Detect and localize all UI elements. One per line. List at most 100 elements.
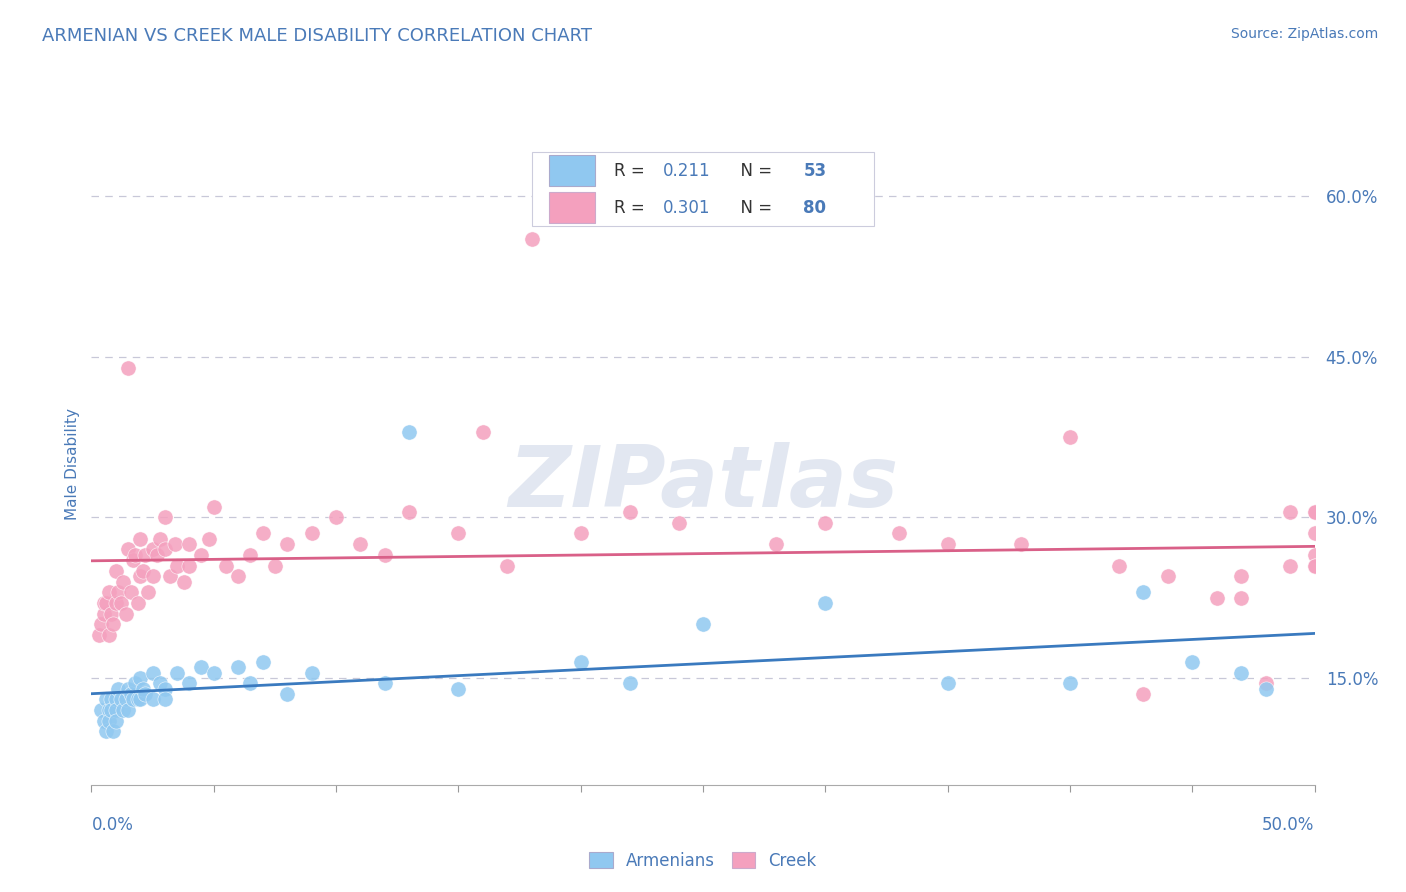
Point bbox=[1303, 505, 1326, 519]
Point bbox=[1279, 505, 1302, 519]
Point bbox=[87, 628, 110, 642]
Point bbox=[276, 687, 298, 701]
Point bbox=[765, 537, 787, 551]
Point bbox=[97, 703, 120, 717]
Point bbox=[814, 596, 837, 610]
Point bbox=[496, 558, 519, 573]
Point bbox=[104, 596, 127, 610]
Point bbox=[1132, 687, 1154, 701]
Text: 80: 80 bbox=[803, 199, 827, 217]
Point bbox=[97, 628, 120, 642]
Point bbox=[179, 676, 201, 690]
Point bbox=[252, 526, 274, 541]
Point bbox=[301, 526, 323, 541]
Point bbox=[1230, 591, 1253, 605]
Point bbox=[97, 714, 120, 728]
Point bbox=[94, 692, 117, 706]
Point bbox=[166, 665, 188, 680]
Point bbox=[447, 681, 470, 696]
Point bbox=[94, 724, 117, 739]
Point bbox=[134, 687, 156, 701]
Point bbox=[129, 692, 152, 706]
Point bbox=[1157, 569, 1180, 583]
Point bbox=[134, 548, 156, 562]
Point bbox=[202, 665, 225, 680]
Point bbox=[166, 558, 188, 573]
Point bbox=[122, 553, 145, 567]
Point bbox=[114, 607, 136, 621]
Point bbox=[141, 542, 163, 557]
Point bbox=[1254, 681, 1277, 696]
Point bbox=[103, 724, 125, 739]
Point bbox=[668, 516, 690, 530]
Point bbox=[153, 692, 176, 706]
Text: 0.301: 0.301 bbox=[662, 199, 710, 217]
Point bbox=[1254, 676, 1277, 690]
Point bbox=[117, 681, 139, 696]
Point bbox=[1279, 558, 1302, 573]
Text: 0.211: 0.211 bbox=[662, 161, 710, 180]
Text: Source: ZipAtlas.com: Source: ZipAtlas.com bbox=[1230, 27, 1378, 41]
Point bbox=[104, 692, 127, 706]
Bar bbox=[548, 155, 595, 186]
Point bbox=[1303, 558, 1326, 573]
Point bbox=[1132, 585, 1154, 599]
Point bbox=[179, 558, 201, 573]
Bar bbox=[548, 193, 595, 223]
Point bbox=[93, 714, 115, 728]
Point bbox=[104, 703, 127, 717]
Text: 0.0%: 0.0% bbox=[91, 816, 134, 834]
Point bbox=[619, 505, 641, 519]
Point bbox=[1205, 591, 1227, 605]
Point bbox=[190, 548, 212, 562]
Point bbox=[100, 703, 122, 717]
Point bbox=[100, 607, 122, 621]
Point bbox=[129, 569, 152, 583]
Point bbox=[124, 548, 146, 562]
Y-axis label: Male Disability: Male Disability bbox=[65, 408, 80, 520]
Point bbox=[239, 548, 262, 562]
Point bbox=[153, 542, 176, 557]
Point bbox=[569, 655, 592, 669]
Text: N =: N = bbox=[730, 161, 778, 180]
Point bbox=[692, 617, 714, 632]
Point bbox=[520, 232, 543, 246]
Point bbox=[814, 516, 837, 530]
Point bbox=[276, 537, 298, 551]
Point bbox=[159, 569, 181, 583]
Point bbox=[163, 537, 186, 551]
Text: ARMENIAN VS CREEK MALE DISABILITY CORRELATION CHART: ARMENIAN VS CREEK MALE DISABILITY CORREL… bbox=[42, 27, 592, 45]
Point bbox=[252, 655, 274, 669]
Point bbox=[90, 617, 112, 632]
Bar bbox=[531, 153, 875, 227]
Point bbox=[226, 660, 249, 674]
Point bbox=[149, 532, 172, 546]
Point bbox=[129, 532, 152, 546]
Point bbox=[117, 360, 139, 375]
Text: ZIPatlas: ZIPatlas bbox=[508, 442, 898, 524]
Point bbox=[1059, 676, 1081, 690]
Point bbox=[100, 692, 122, 706]
Point bbox=[1230, 665, 1253, 680]
Text: 53: 53 bbox=[803, 161, 827, 180]
Point bbox=[239, 676, 262, 690]
Point bbox=[1108, 558, 1130, 573]
Point bbox=[107, 585, 129, 599]
Point bbox=[301, 665, 323, 680]
Point bbox=[179, 537, 201, 551]
Point bbox=[136, 585, 159, 599]
Point bbox=[104, 714, 127, 728]
Text: R =: R = bbox=[613, 161, 650, 180]
Point bbox=[1303, 505, 1326, 519]
Point bbox=[173, 574, 195, 589]
Point bbox=[110, 692, 132, 706]
Point bbox=[122, 692, 145, 706]
Point bbox=[349, 537, 371, 551]
Point bbox=[129, 671, 152, 685]
Point bbox=[887, 526, 910, 541]
Point bbox=[117, 542, 139, 557]
Point bbox=[198, 532, 221, 546]
Point bbox=[1181, 655, 1204, 669]
Point bbox=[936, 537, 959, 551]
Point bbox=[202, 500, 225, 514]
